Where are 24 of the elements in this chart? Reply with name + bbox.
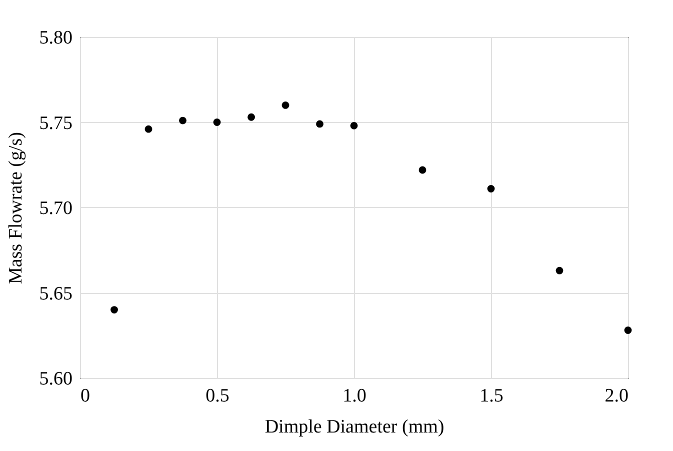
point xyxy=(350,122,358,130)
y-tick-label: 5.80 xyxy=(39,28,72,48)
y-axis-title: Mass Flowrate (g/s) xyxy=(5,132,26,284)
point xyxy=(624,326,632,334)
point xyxy=(110,306,118,314)
x-axis-title: Dimple Diameter (mm) xyxy=(264,416,444,438)
x-tick-label: 2.0 xyxy=(604,386,628,406)
point xyxy=(556,266,564,274)
point xyxy=(418,166,426,174)
x-tick-label: 1.5 xyxy=(480,386,504,406)
point xyxy=(213,118,221,126)
point xyxy=(282,102,290,109)
point xyxy=(316,120,324,128)
point xyxy=(248,113,255,121)
point xyxy=(144,125,152,133)
y-tick-label: 5.60 xyxy=(39,368,72,390)
y-tick-label: 5.75 xyxy=(39,112,72,134)
y-tick-label: 5.70 xyxy=(39,198,72,219)
x-tick-label: 1.0 xyxy=(342,386,366,406)
x-tick-label: 0.5 xyxy=(206,386,230,406)
y-tick-label: 5.65 xyxy=(39,283,72,304)
point xyxy=(487,185,495,192)
x-tick-label: 0 xyxy=(80,386,90,406)
point xyxy=(179,116,186,124)
